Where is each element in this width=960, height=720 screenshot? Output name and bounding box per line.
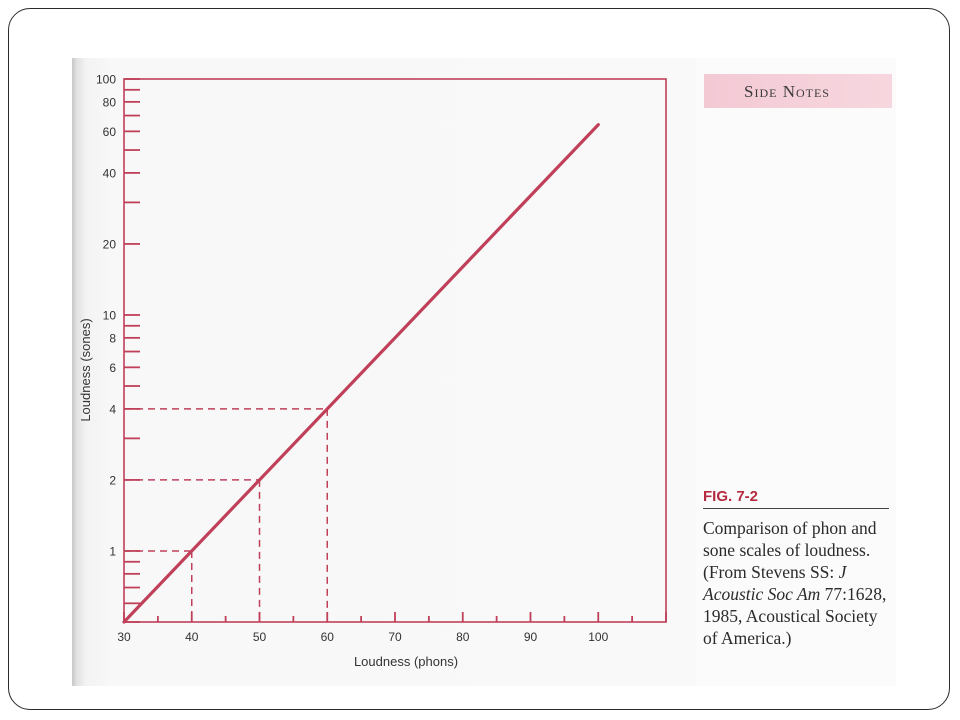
figure-caption: FIG. 7-2 Comparison of phon and sone sca…: [703, 488, 893, 649]
y-tick-label: 20: [103, 237, 117, 251]
plot-frame: [123, 78, 667, 623]
x-tick-label: 60: [321, 630, 335, 644]
x-tick-label: 100: [588, 630, 608, 644]
x-tick-label: 80: [456, 630, 470, 644]
caption-divider: [703, 508, 889, 509]
caption-text-end: 77:1628, 1985, Acoustical Society of Ame…: [703, 584, 887, 648]
caption-text: Comparison of phon and sone scales of lo…: [703, 517, 893, 649]
y-tick-label: 2: [109, 473, 116, 487]
caption-journal: J Acoustic Soc Am: [703, 562, 847, 604]
side-notes-banner: Side Notes: [704, 74, 892, 108]
y-axis-label: Loudness (sones): [78, 318, 93, 421]
x-tick-label: 50: [253, 630, 267, 644]
y-tick-label: 8: [109, 331, 116, 345]
figure-label: FIG. 7-2: [703, 488, 759, 505]
scanned-page-margin: [696, 58, 896, 686]
y-tick-label: 10: [103, 308, 117, 322]
y-tick-label: 60: [103, 125, 117, 139]
y-tick-label: 1: [109, 544, 116, 558]
scanned-page: [72, 58, 696, 686]
caption-text-start: Comparison of phon and sone scales of lo…: [703, 518, 877, 582]
y-tick-label: 40: [103, 166, 117, 180]
x-axis-label: Loudness (phons): [354, 654, 458, 669]
x-tick-label: 90: [524, 630, 538, 644]
x-tick-label: 30: [117, 630, 131, 644]
side-notes-title: Side Notes: [744, 82, 830, 101]
y-tick-label: 4: [109, 402, 116, 416]
x-tick-label: 70: [388, 630, 402, 644]
x-tick-label: 40: [185, 630, 199, 644]
y-tick-label: 80: [103, 95, 117, 109]
loudness-curve: [122, 123, 600, 624]
y-tick-label: 100: [96, 73, 116, 87]
y-tick-label: 6: [109, 361, 116, 375]
